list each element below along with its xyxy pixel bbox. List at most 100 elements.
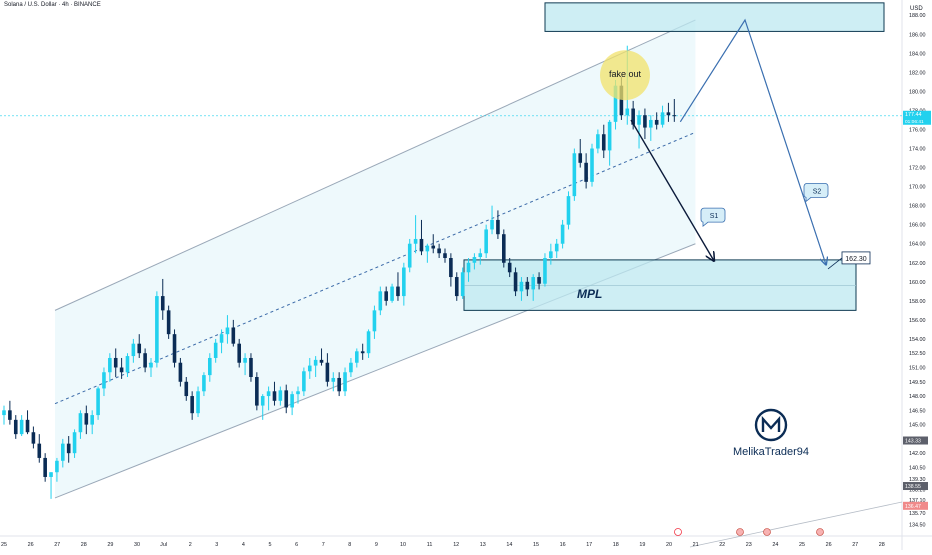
y-tick-label: 168.00 [909, 204, 926, 210]
candle-body [119, 367, 124, 373]
calendar-marker [763, 528, 771, 536]
candle-body [637, 115, 641, 125]
candle-body [296, 391, 300, 395]
candle-body [131, 343, 136, 357]
y-tick-label: 148.00 [909, 394, 926, 400]
candle-body [554, 243, 559, 252]
candle-body [366, 331, 371, 354]
calendar-marker [816, 528, 824, 536]
s1-arrow [630, 119, 714, 261]
x-tick-label: 7 [322, 542, 325, 548]
s1-label: S1 [710, 213, 719, 220]
y-tick-label: 188.00 [909, 13, 926, 19]
candle-body [507, 262, 512, 273]
candle-body [290, 394, 294, 408]
candle [660, 105, 665, 128]
x-tick-label: 8 [348, 542, 351, 548]
candle [607, 119, 612, 166]
candle-body [319, 359, 324, 363]
chart-title: Solana / U.S. Dollar · 4h · BINANCE [4, 2, 101, 8]
candle-body [625, 108, 630, 116]
candle [584, 153, 588, 189]
candle [2, 405, 6, 425]
candle [102, 367, 106, 397]
candle-body [660, 112, 665, 125]
candle [566, 191, 571, 230]
candle-body [413, 238, 418, 244]
candle [572, 148, 577, 201]
candle-body [43, 457, 47, 477]
candle-body [49, 472, 53, 477]
y-tick-label: 152.50 [909, 351, 926, 357]
candle [231, 319, 236, 347]
x-tick-label: 24 [772, 542, 778, 548]
candle-body [560, 224, 565, 244]
x-tick-label: 6 [295, 542, 298, 548]
candle-body [584, 162, 588, 182]
price-tag-box [841, 251, 871, 265]
candles-layer [2, 45, 677, 499]
candle [366, 329, 371, 358]
y-tick-label: 134.50 [909, 523, 926, 529]
candle [225, 315, 230, 344]
candle [466, 258, 471, 282]
x-tick-label: 13 [480, 542, 486, 548]
candle [272, 381, 277, 406]
candle [490, 205, 494, 235]
currency-label: USD [910, 6, 923, 12]
x-tick-label: 25 [799, 542, 805, 548]
candle-body [55, 460, 59, 473]
x-tick-label: 27 [852, 542, 858, 548]
candle-body [396, 286, 400, 297]
candle-body [349, 362, 353, 373]
x-tick-label: 28 [879, 542, 885, 548]
price-badge-label: 138.55 [905, 484, 921, 490]
candle [66, 436, 71, 463]
candle [25, 410, 30, 435]
candle-body [125, 356, 130, 373]
mpl-label: MPL [577, 287, 602, 301]
candle [578, 138, 583, 168]
candle-body [496, 219, 500, 235]
price-badge-label: 143.33 [905, 439, 921, 445]
x-tick-label: 12 [453, 542, 459, 548]
y-tick-label: 172.00 [909, 166, 926, 172]
candle [449, 253, 453, 287]
candle [496, 210, 500, 239]
candle-body [278, 390, 283, 401]
candle [384, 286, 388, 306]
candle [478, 248, 483, 265]
candle [355, 348, 359, 368]
candle-body [231, 327, 236, 344]
y-tick-label: 174.00 [909, 147, 926, 153]
candle-body [572, 153, 577, 197]
candle-body [649, 119, 653, 128]
candle [307, 357, 312, 379]
price-badge [903, 501, 928, 510]
candle-body [537, 277, 541, 284]
y-tick-label: 138.20 [909, 487, 926, 493]
candle [137, 334, 142, 358]
candle [331, 372, 336, 392]
y-tick-label: 186.00 [909, 32, 926, 38]
x-tick-label: 18 [613, 542, 619, 548]
candle-body [466, 262, 471, 273]
candle-body [631, 108, 635, 125]
last-price-tag [903, 110, 931, 125]
x-tick-label: 2 [189, 542, 192, 548]
candle-body [172, 334, 177, 363]
y-tick-label: 170.00 [909, 185, 926, 191]
candle-body [37, 443, 42, 458]
candle [437, 243, 441, 259]
candle [113, 348, 118, 378]
candle-body [672, 115, 677, 117]
candle [37, 434, 42, 463]
channel-fill [55, 19, 696, 498]
candle-body [61, 443, 65, 461]
candle [325, 353, 330, 387]
y-tick-label: 139.30 [909, 477, 926, 483]
candle-body [143, 353, 147, 368]
last-price-label: 177.44 [905, 112, 922, 118]
candle [513, 267, 518, 297]
